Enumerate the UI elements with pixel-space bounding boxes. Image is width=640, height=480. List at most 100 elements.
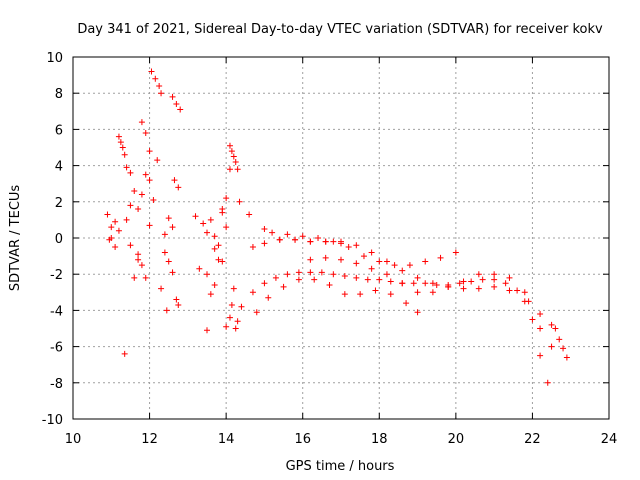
data-point [261,240,268,247]
data-point [537,325,544,332]
data-point [112,218,119,225]
y-tick-label: -4 [50,304,63,319]
data-point [330,238,337,245]
data-point [158,285,165,292]
data-point [169,224,176,231]
data-point [376,276,383,283]
data-point [131,274,138,281]
data-point [525,298,532,305]
data-point [360,253,367,260]
data-point [475,271,482,278]
y-tick-label: 8 [55,87,63,102]
chart-title: Day 341 of 2021, Sidereal Day-to-day VTE… [77,22,603,37]
data-point [232,158,239,165]
y-tick-label: 4 [55,160,63,175]
data-point [249,244,256,251]
data-point [200,220,207,227]
data-point [368,249,375,256]
series-early-7 [161,93,184,238]
data-point [138,119,145,126]
data-point [414,289,421,296]
x-tick-label: 22 [524,432,541,447]
data-point [357,291,364,298]
data-point [315,235,322,241]
data-point [460,278,467,285]
data-point [387,291,394,298]
x-tick-label: 16 [294,432,311,447]
data-point [548,343,555,350]
y-tick-label: 6 [55,123,63,138]
data-point [338,238,344,245]
data-point [127,169,134,176]
data-point [468,278,475,285]
data-point [142,274,149,281]
data-point [338,256,344,263]
y-tick-label: -2 [50,268,63,283]
series-early-11 [226,142,243,205]
data-point [280,283,287,290]
data-point [152,75,159,82]
y-axis-label: SDTVAR / TECUs [8,185,23,292]
data-point [142,171,149,178]
data-point [138,191,145,198]
data-point [387,278,394,285]
data-point [112,244,119,251]
data-point [272,274,279,281]
data-point [119,144,126,151]
data-point [223,195,230,202]
data-point [563,354,570,361]
data-point [295,269,302,276]
data-point [175,301,182,308]
data-point [148,68,155,75]
data-point [521,289,528,296]
data-point [506,274,513,281]
data-point [135,206,142,213]
data-point [138,262,145,269]
data-point [429,289,436,296]
data-point [475,285,482,292]
data-point [353,274,360,281]
data-point [322,254,329,261]
data-point [307,238,314,245]
series-early-1 [104,211,122,251]
data-point [341,273,348,280]
data-point [104,211,111,218]
data-point [156,82,163,89]
data-point [376,258,383,265]
data-point [383,258,390,265]
data-point [491,271,498,278]
data-point [406,262,413,269]
data-point [117,139,124,146]
data-point [410,280,417,287]
data-point [226,314,233,321]
data-point [452,249,459,256]
data-point [165,258,172,265]
data-point [537,352,544,359]
data-point [414,274,421,281]
x-tick-label: 18 [371,432,388,447]
data-point [269,229,276,236]
data-point [215,256,222,263]
data-point [121,350,128,357]
data-point [131,187,138,194]
data-point [146,177,153,184]
x-tick-label: 14 [218,432,235,447]
series-early-5 [146,68,165,229]
y-tick-label: -8 [50,377,63,392]
data-point [529,316,536,323]
data-point [192,213,199,220]
data-point [204,271,210,278]
data-point [230,285,237,292]
data-point [422,258,429,265]
data-point [173,101,180,108]
data-point [403,300,410,307]
data-point [548,321,555,328]
data-point [165,215,172,222]
series-early-2 [115,133,128,158]
series-arc-c [269,229,459,269]
data-point [236,198,243,205]
data-point [249,289,256,296]
data-point [228,301,235,308]
